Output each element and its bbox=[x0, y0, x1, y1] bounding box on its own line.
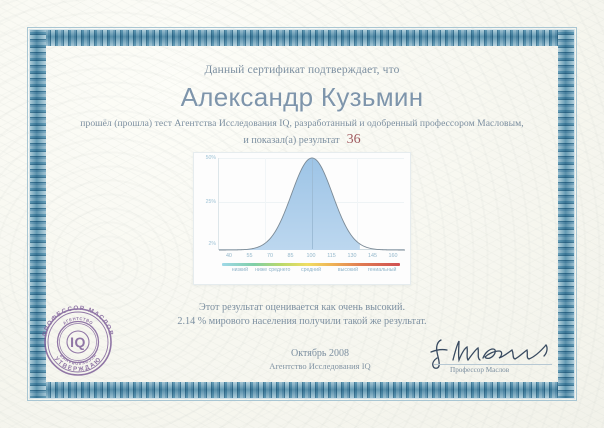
issuing-organization: Агентство Исследования IQ bbox=[269, 361, 371, 371]
x-axis-tick-label: 145 bbox=[368, 253, 378, 259]
score-marker-line bbox=[312, 159, 313, 249]
x-axis-tick-label: 70 bbox=[266, 253, 273, 259]
x-axis-tick-label: 40 bbox=[225, 253, 232, 259]
verdict-line: Этот результат оценивается как очень выс… bbox=[199, 302, 405, 313]
category-label: высокий bbox=[337, 267, 358, 273]
iq-category-gradient-bar bbox=[222, 263, 400, 266]
issue-date: Октябрь 2008 bbox=[291, 348, 349, 359]
certificate-intro-line: Данный сертификат подтверждает, что bbox=[204, 64, 400, 76]
recipient-name: Александр Кузьмин bbox=[180, 82, 424, 112]
iq-distribution-chart: 50% 25% 2% bbox=[193, 152, 411, 285]
gridline-vertical bbox=[357, 158, 358, 249]
signature-block: Профессор Маслов bbox=[428, 336, 558, 382]
ornate-border-frame bbox=[8, 8, 596, 420]
category-labels: низкий ниже среднего средний высокий гениаль… bbox=[218, 267, 404, 277]
signature-rule bbox=[434, 364, 552, 365]
border-edge-top bbox=[29, 29, 575, 46]
result-value: 36 bbox=[346, 132, 361, 147]
svg-text:АГЕНТСТВО: АГЕНТСТВО bbox=[62, 316, 95, 326]
y-axis-tick-label: 50% bbox=[205, 155, 216, 161]
x-axis-tick-label: 55 bbox=[246, 253, 253, 259]
handwritten-signature-icon bbox=[430, 339, 548, 369]
result-line: и показал(а) результат 36 bbox=[0, 132, 604, 148]
gridline-vertical bbox=[265, 158, 266, 249]
chart-plot-area: 50% 25% 2% bbox=[206, 155, 405, 251]
x-axis-tick-label: 130 bbox=[347, 253, 357, 259]
inner-border-rule bbox=[27, 27, 577, 401]
certificate-description-line: прошёл (прошла) тест Агентства Исследова… bbox=[80, 118, 524, 129]
x-axis-tick-label: 115 bbox=[327, 253, 336, 259]
category-label: ниже среднего bbox=[255, 267, 291, 273]
x-axis-tick-label: 100 bbox=[306, 253, 316, 259]
issue-block: Октябрь 2008 Агентство Исследования IQ bbox=[232, 348, 408, 371]
x-axis-tick-label: 85 bbox=[287, 253, 294, 259]
border-edge-bottom bbox=[29, 382, 575, 399]
stamp-center-text: IQ bbox=[70, 334, 86, 350]
bell-curve-graphic bbox=[219, 157, 405, 251]
y-axis-tick-label: 2% bbox=[208, 241, 217, 247]
result-label: и показал(а) результат bbox=[243, 135, 340, 146]
border-edge-right bbox=[558, 29, 575, 399]
border-edge-left bbox=[29, 29, 46, 399]
x-axis-tick-labels: 40 55 70 85 100 115 130 145 160 bbox=[218, 253, 404, 262]
category-label: средний bbox=[301, 267, 321, 273]
signature-caption: Профессор Маслов bbox=[450, 366, 510, 374]
official-seal-stamp: ПРОФЕССОР МАСЛОВ УТВЕРЖДАЮ АГЕНТСТВО ИСС… bbox=[36, 300, 120, 384]
inner-border-rule-secondary bbox=[29, 29, 575, 399]
category-label: низкий bbox=[231, 267, 248, 273]
x-axis-tick-label: 160 bbox=[388, 253, 398, 259]
y-axis-tick-label: 25% bbox=[205, 199, 216, 205]
stamp-inner-line-1: АГЕНТСТВО bbox=[62, 316, 94, 326]
population-percentile-line: 2.14 % мирового населения получили такой… bbox=[177, 316, 427, 327]
category-label: гениальный bbox=[367, 267, 397, 273]
